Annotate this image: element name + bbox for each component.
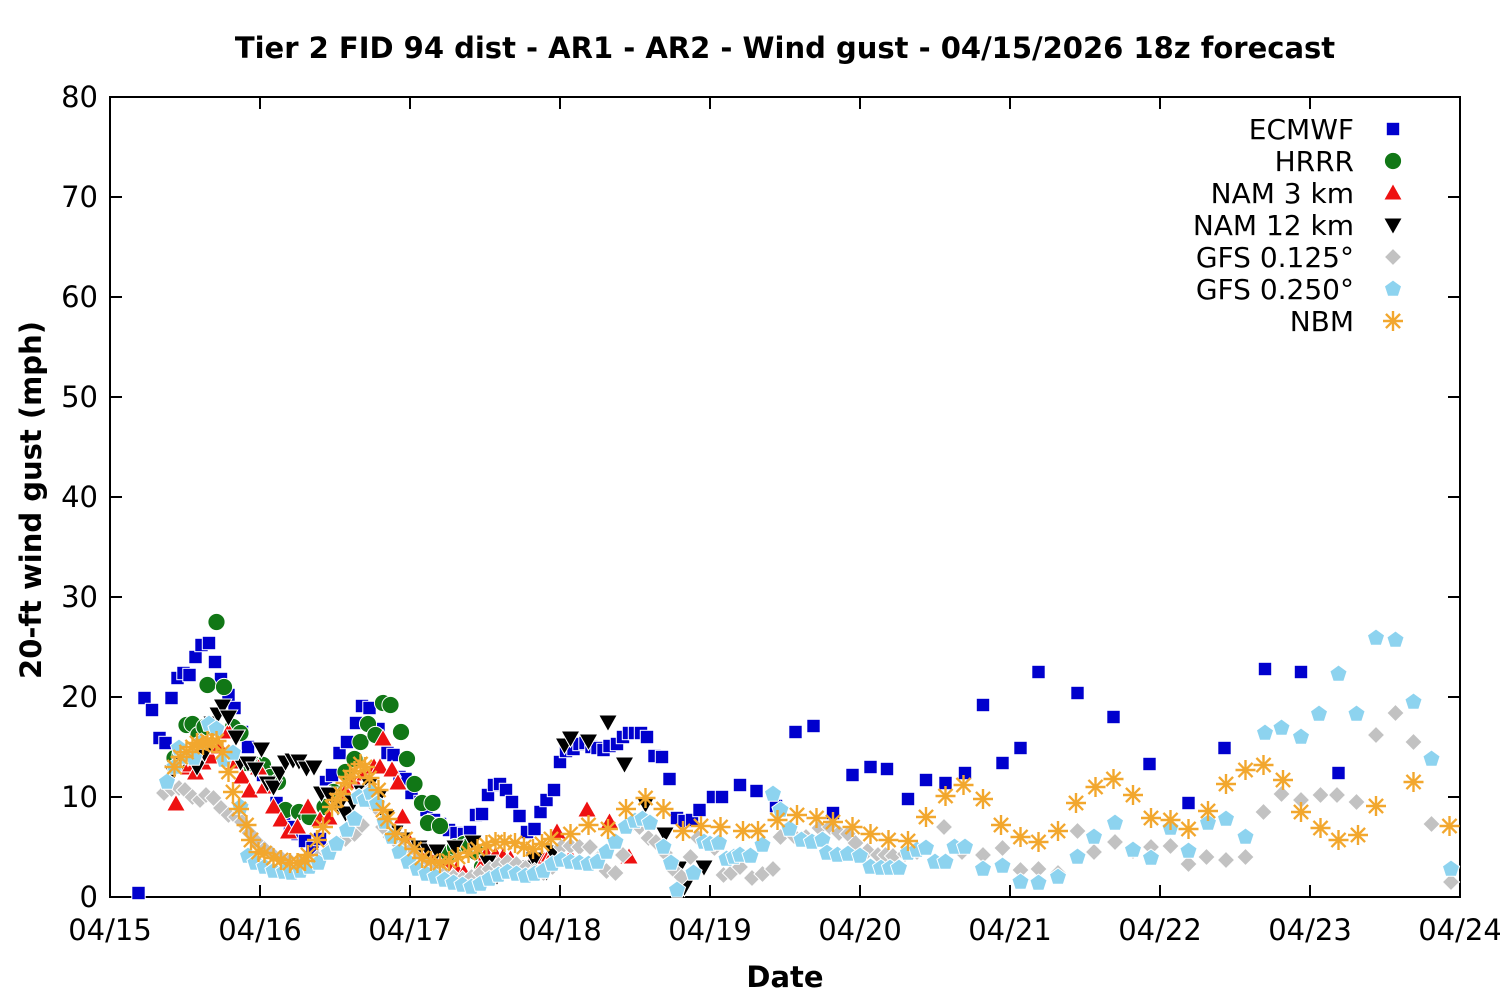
x-tick-label: 04/24 (1418, 913, 1500, 947)
x-tick-label: 04/17 (368, 913, 452, 947)
legend-label: GFS 0.125° (1195, 240, 1354, 274)
chart-title: Tier 2 FID 94 dist - AR1 - AR2 - Wind gu… (234, 31, 1336, 65)
series-ecmwf (131, 635, 1346, 901)
pentagon-marker-icon (1383, 279, 1403, 297)
legend-label: HRRR (1274, 144, 1354, 178)
legend-label: GFS 0.250° (1195, 272, 1354, 306)
x-tick-label: 04/16 (218, 913, 302, 947)
triangle-down-marker-icon (1382, 217, 1404, 236)
legend-row-ecmwf: ECMWF (1193, 112, 1406, 146)
y-tick-label: 80 (61, 80, 98, 114)
series-nbm (164, 731, 1460, 873)
y-tick-label: 0 (80, 880, 98, 914)
legend-row-gfs-0-250-: GFS 0.250° (1193, 272, 1406, 306)
legend-row-nam-3-km: NAM 3 km (1193, 176, 1406, 210)
x-tick-label: 04/23 (1268, 913, 1352, 947)
legend-label: NAM 3 km (1210, 176, 1354, 210)
square-marker-icon (1385, 121, 1401, 137)
y-tick-label: 10 (61, 780, 98, 814)
legend-label: NBM (1289, 304, 1354, 338)
x-tick-label: 04/21 (968, 913, 1052, 947)
x-tick-label: 04/15 (68, 913, 152, 947)
y-tick-label: 50 (61, 380, 98, 414)
legend-row-nbm: NBM (1193, 304, 1406, 338)
y-tick-label: 60 (61, 280, 98, 314)
y-tick-label: 20 (61, 680, 98, 714)
asterisk-marker-icon (1383, 311, 1403, 331)
legend: ECMWF HRRR NAM 3 km NAM 12 km GFS 0.125° GFS … (1192, 112, 1406, 338)
x-tick-label: 04/22 (1118, 913, 1202, 947)
legend-label: ECMWF (1248, 112, 1354, 146)
y-tick-label: 70 (61, 180, 98, 214)
y-tick-label: 40 (61, 480, 98, 514)
y-axis-title: 20-ft wind gust (mph) (14, 321, 48, 679)
triangle-up-marker-icon (1382, 182, 1404, 201)
circle-marker-icon (1383, 151, 1403, 171)
x-tick-label: 04/18 (518, 913, 602, 947)
legend-row-gfs-0-125-: GFS 0.125° (1193, 240, 1406, 274)
y-tick-label: 30 (61, 580, 98, 614)
legend-row-hrrr: HRRR (1193, 144, 1406, 178)
x-tick-label: 04/20 (818, 913, 902, 947)
legend-label: NAM 12 km (1192, 208, 1354, 242)
x-tick-label: 04/19 (668, 913, 752, 947)
diamond-marker-icon (1383, 247, 1403, 267)
x-axis-title: Date (746, 960, 824, 994)
legend-row-nam-12-km: NAM 12 km (1192, 208, 1406, 242)
series-gfs-0-250- (157, 628, 1461, 898)
